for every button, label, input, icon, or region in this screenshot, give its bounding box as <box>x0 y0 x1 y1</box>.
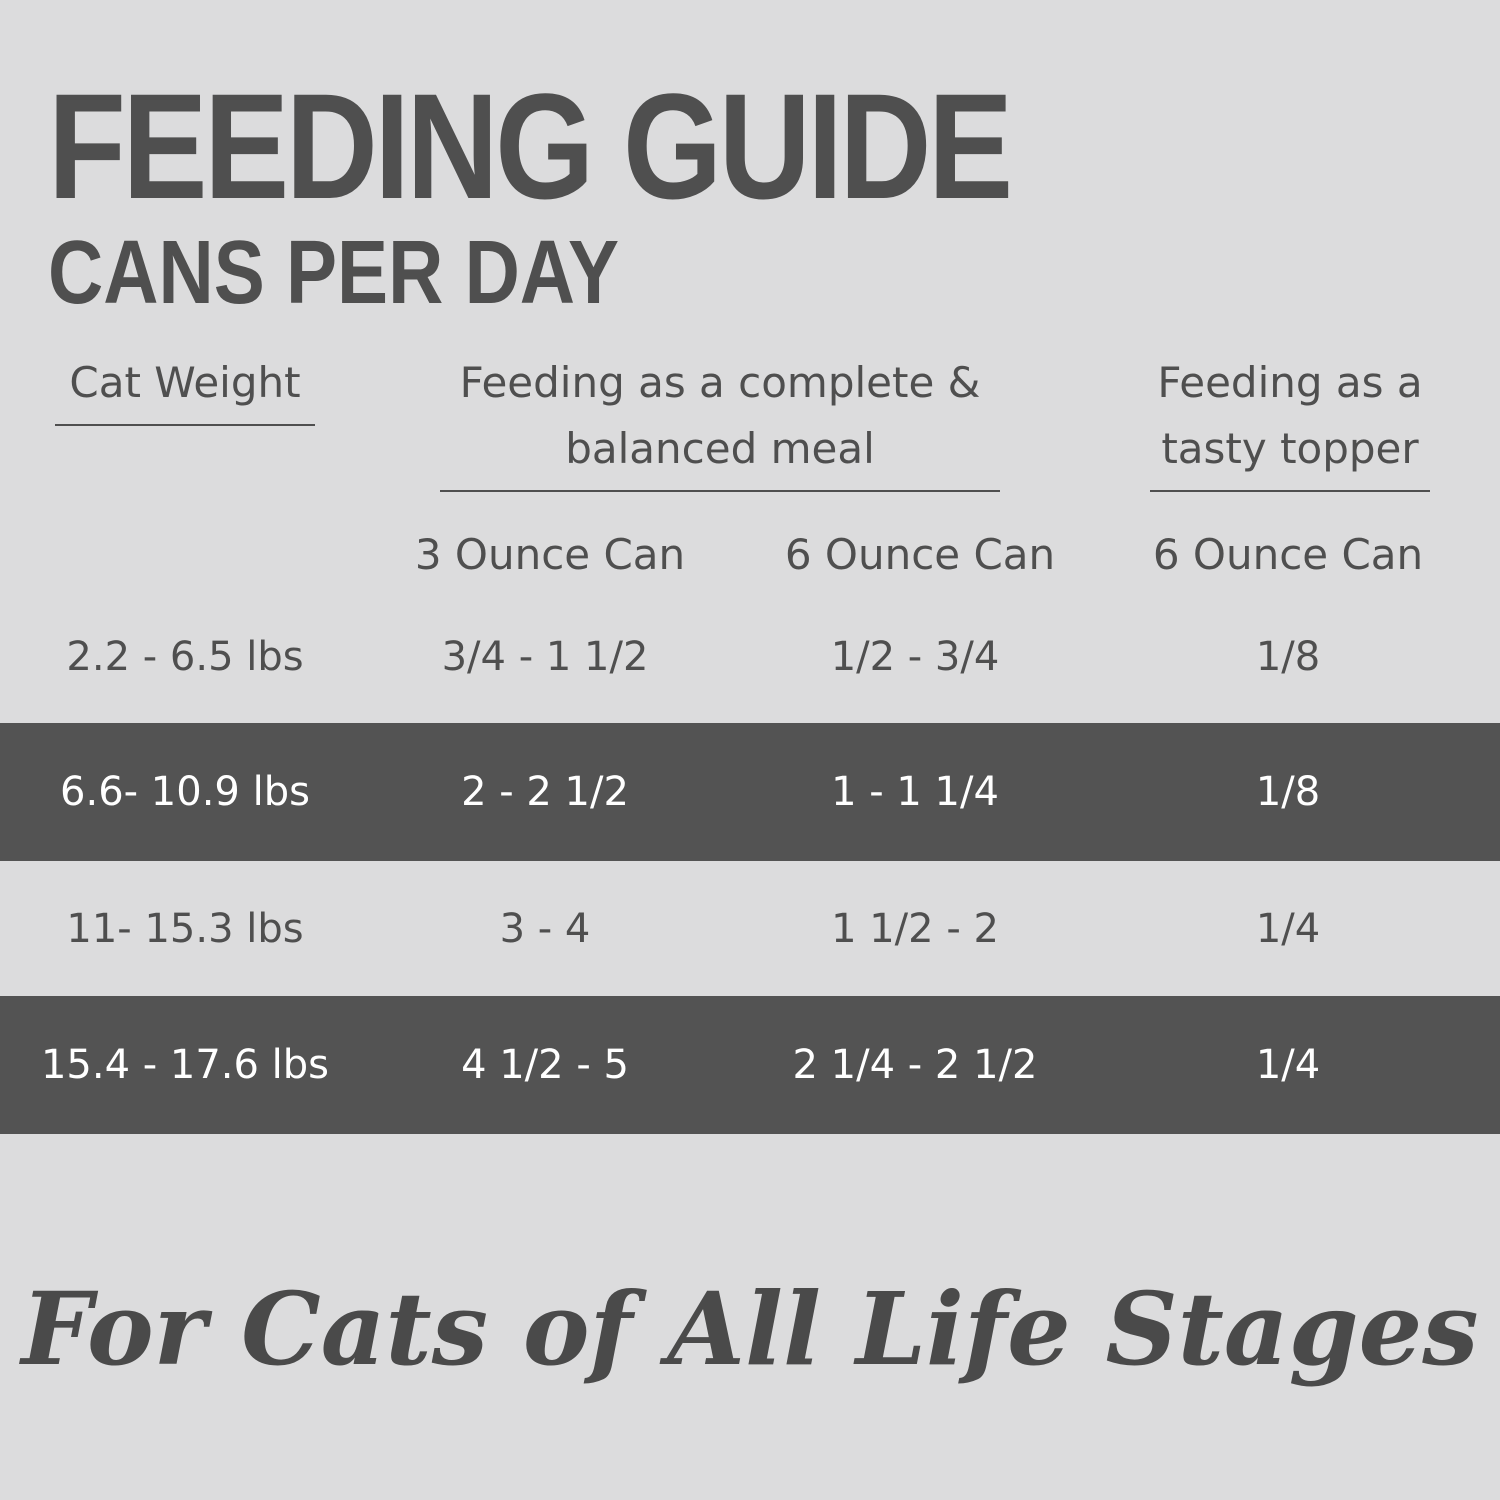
table-cell: 3 - 4 <box>499 906 591 952</box>
group-header: Feeding as a complete & balanced meal <box>440 350 1000 492</box>
subtitle: CANS PER DAY <box>48 223 620 323</box>
table-cell: 1 1/2 - 2 <box>831 906 999 952</box>
table-cell: 1/8 <box>1255 634 1321 680</box>
table-cell: 4 1/2 - 5 <box>461 1042 629 1088</box>
table-row: 11- 15.3 lbs 3 - 4 1 1/2 - 2 1/4 <box>0 860 1500 998</box>
table-cell: 1/4 <box>1255 1042 1321 1088</box>
table-cell: 1 - 1 1/4 <box>831 769 999 815</box>
table-row: 6.6- 10.9 lbs 2 - 2 1/2 1 - 1 1/4 1/8 <box>0 723 1500 861</box>
table-cell: 2.2 - 6.5 lbs <box>66 634 304 680</box>
table-cell: 1/4 <box>1255 906 1321 952</box>
sub-header: 6 Ounce Can <box>1152 530 1424 579</box>
table-cell: 1/8 <box>1255 769 1321 815</box>
sub-header: 6 Ounce Can <box>784 530 1056 579</box>
table-cell: 11- 15.3 lbs <box>66 906 304 952</box>
group-header: Cat Weight <box>55 350 315 426</box>
group-header: Feeding as a tasty topper <box>1150 350 1430 492</box>
table-cell: 6.6- 10.9 lbs <box>60 769 310 815</box>
table-row: 2.2 - 6.5 lbs 3/4 - 1 1/2 1/2 - 3/4 1/8 <box>0 588 1500 726</box>
table-cell: 2 1/4 - 2 1/2 <box>792 1042 1038 1088</box>
title: FEEDING GUIDE <box>48 62 1013 230</box>
table-cell: 1/2 - 3/4 <box>830 634 1000 680</box>
sub-header: 3 Ounce Can <box>414 530 686 579</box>
table-cell: 15.4 - 17.6 lbs <box>40 1042 330 1088</box>
table-cell: 2 - 2 1/2 <box>461 769 629 815</box>
table-cell: 3/4 - 1 1/2 <box>441 634 649 680</box>
table-row: 15.4 - 17.6 lbs 4 1/2 - 5 2 1/4 - 2 1/2 1/4 <box>0 996 1500 1134</box>
tagline: For Cats of All Life Stages <box>21 1270 1479 1388</box>
